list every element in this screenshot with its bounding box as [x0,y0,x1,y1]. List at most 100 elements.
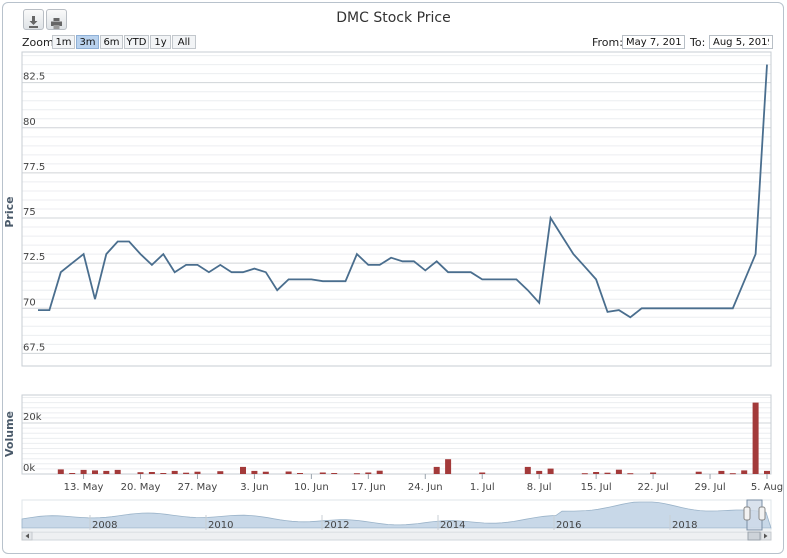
volume-bar[interactable] [103,470,110,474]
navigator-left-handle[interactable] [743,506,751,521]
price-tick-label: 82.5 [23,72,45,83]
zoom-1m-button[interactable]: 1m [52,35,75,49]
x-tick-label: 15. Jul [581,482,612,493]
volume-bar[interactable] [297,473,303,474]
volume-bar[interactable] [57,469,64,474]
x-tick-label: 29. Jul [694,482,725,493]
volume-bar[interactable] [729,473,736,475]
volume-bar[interactable] [251,470,258,474]
volume-bar[interactable] [593,472,600,474]
x-tick-label: 3. Jun [240,482,268,493]
volume-bar[interactable] [240,466,246,474]
volume-bar[interactable] [718,470,725,474]
price-grid [21,51,772,367]
price-tick-label: 70 [23,297,36,308]
volume-bar[interactable] [69,473,76,474]
navigator-year-label: 2014 [440,520,465,531]
x-tick-label: 20. May [121,482,161,493]
volume-bar[interactable] [604,472,611,474]
volume-bar[interactable] [479,472,486,475]
x-tick-label: 17. Jun [351,482,386,493]
price-tick-label: 75 [23,207,36,218]
navigator-year-label: 2008 [92,520,117,531]
to-label: To: [690,36,706,49]
zoom-1y-button[interactable]: 1y [150,35,171,49]
zoom-ytd-button[interactable]: YTD [124,35,149,49]
scrollbar-track[interactable] [21,531,772,541]
x-tick-label: 27. May [178,482,218,493]
volume-axis-label: Volume [3,411,16,457]
volume-bar[interactable] [615,469,622,474]
volume-bar[interactable] [92,470,98,474]
to-date-input[interactable] [709,35,773,49]
volume-bar[interactable] [262,471,269,474]
price-tick-label: 77.5 [23,162,45,173]
navigator-series [21,501,772,529]
x-tick-label: 1. Jul [470,482,495,493]
volume-bar[interactable] [650,472,657,475]
volume-bar[interactable] [445,459,452,474]
volume-bar[interactable] [137,472,144,474]
volume-bar[interactable] [285,471,292,475]
volume-bar[interactable] [160,473,167,474]
volume-bar[interactable] [331,473,338,474]
zoom-label: Zoom [22,36,54,49]
zoom-6m-button[interactable]: 6m [100,35,123,49]
volume-bar[interactable] [433,466,440,474]
volume-bar[interactable] [217,471,224,474]
volume-bar[interactable] [524,466,531,474]
volume-bar[interactable] [319,472,326,475]
x-tick-label: 22. Jul [638,482,669,493]
x-tick-label: 10. Jun [294,482,329,493]
navigator-year-label: 2010 [208,520,233,531]
volume-bar[interactable] [627,473,634,475]
from-date-input[interactable] [622,35,685,49]
x-tick-label: 24. Jun [408,482,443,493]
volume-bar[interactable] [764,470,770,474]
volume-bar[interactable] [80,469,87,474]
volume-bar[interactable] [194,471,201,474]
volume-tick-label: 0k [23,463,35,474]
volume-bar[interactable] [171,470,178,474]
volume-bar[interactable] [581,473,588,475]
price-axis-label: Price [3,196,16,227]
arrow-right-icon [764,533,768,539]
navigator-right-handle[interactable] [758,506,766,521]
x-tick-label: 5. Aug [751,482,783,493]
scrollbar-thumb[interactable] [747,531,761,541]
download-button[interactable] [23,9,44,30]
volume-bar[interactable] [148,472,155,474]
volume-bar[interactable] [695,471,702,474]
navigator[interactable]: 2008 2010 2012 2014 2016 2018 [21,499,772,531]
zoom-all-button[interactable]: All [172,35,196,49]
navigator-scrollbar[interactable] [21,531,772,541]
volume-bar[interactable] [365,472,372,475]
navigator-year-label: 2018 [672,520,697,531]
price-tick-label: 67.5 [23,342,45,353]
price-axis-ticks: 82.5 80 77.5 75 72.5 70 67.5 [23,72,45,354]
volume-bar[interactable] [752,402,759,474]
print-icon [51,14,62,29]
volume-bar[interactable] [376,470,383,474]
price-tick-label: 72.5 [23,252,45,263]
volume-bar[interactable] [183,472,190,474]
volume-tick-label: 20k [23,412,42,423]
download-icon [29,13,38,28]
print-button[interactable] [46,9,67,30]
zoom-3m-button[interactable]: 3m [76,35,99,49]
price-line[interactable] [38,64,768,319]
navigator-year-label: 2016 [556,520,581,531]
navigator-year-label: 2012 [324,520,349,531]
volume-bar[interactable] [536,470,543,474]
volume-bar[interactable] [741,470,748,474]
volume-bar[interactable] [353,473,360,475]
volume-bars [57,402,770,475]
x-axis-ticks: 13. May 20. May 27. May 3. Jun 10. Jun 17. Ju… [64,474,783,493]
arrow-left-icon [25,533,29,539]
volume-grid [21,394,772,475]
volume-bar[interactable] [547,468,554,474]
x-tick-label: 13. May [64,482,104,493]
volume-bar[interactable] [114,469,121,474]
